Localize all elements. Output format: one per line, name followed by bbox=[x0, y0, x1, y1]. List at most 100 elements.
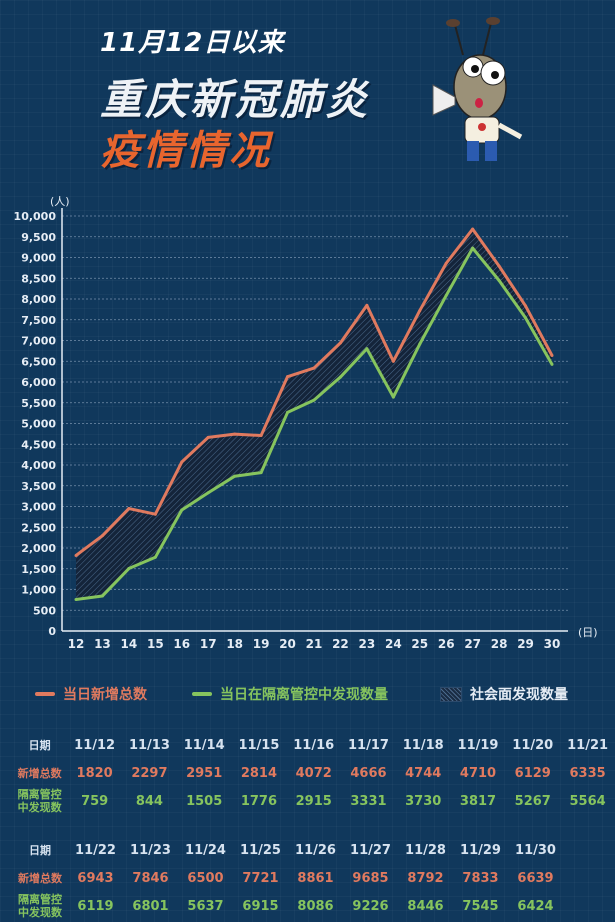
table-cell: 11/16 bbox=[293, 737, 335, 753]
table-cell: 11/20 bbox=[512, 737, 554, 753]
x-tick-label: 17 bbox=[200, 637, 217, 651]
row-isolated-label: 隔离管控 中发现数 bbox=[12, 892, 68, 920]
legend-swatch-isolated bbox=[192, 692, 212, 696]
legend-label-total: 当日新增总数 bbox=[63, 687, 147, 703]
title-main: 重庆新冠肺炎 bbox=[100, 75, 371, 124]
data-point-total bbox=[550, 353, 554, 357]
data-point-total bbox=[180, 460, 184, 464]
table-cell: 6424 bbox=[517, 898, 554, 914]
title-date: 11月12日以来 bbox=[100, 28, 285, 58]
data-point-total bbox=[312, 366, 316, 370]
table-cell: 11/26 bbox=[295, 842, 336, 858]
legend: 当日新增总数 当日在隔离管控中发现数量 社会面发现数量 bbox=[0, 684, 615, 704]
table-cell: 5564 bbox=[569, 793, 606, 809]
y-tick-label: 5,000 bbox=[21, 418, 56, 431]
legend-total: 当日新增总数 bbox=[35, 684, 147, 704]
data-point-total bbox=[444, 261, 448, 265]
data-point-isolated bbox=[286, 410, 290, 414]
row-label-part: 隔离管控 bbox=[17, 788, 62, 801]
data-point-isolated bbox=[471, 246, 475, 250]
table-cell: 3817 bbox=[459, 793, 497, 809]
y-tick-label: 2,500 bbox=[21, 521, 56, 534]
data-point-total bbox=[497, 264, 501, 268]
row-dates-label: 日期 bbox=[29, 843, 51, 857]
x-tick-label: 27 bbox=[464, 637, 481, 651]
data-table-2: 日期 11/22 11/23 11/24 11/25 11/26 11/27 11/28 11/… bbox=[12, 836, 563, 920]
table-cell: 11/25 bbox=[240, 842, 281, 858]
table-cell: 7846 bbox=[132, 870, 169, 886]
legend-community: 社会面发现数量 bbox=[440, 684, 568, 704]
y-tick-label: 8,500 bbox=[21, 272, 56, 285]
table-cell: 11/14 bbox=[183, 737, 225, 753]
legend-swatch-total bbox=[35, 692, 55, 696]
data-point-isolated bbox=[259, 471, 263, 475]
y-tick-label: 10,000 bbox=[14, 210, 57, 223]
data-point-isolated bbox=[550, 362, 554, 366]
table-cell: 11/18 bbox=[402, 737, 444, 753]
data-point-total bbox=[127, 507, 131, 511]
table-cell: 6119 bbox=[77, 898, 114, 914]
y-tick-label: 7,000 bbox=[21, 335, 56, 348]
x-tick-label: 19 bbox=[253, 637, 270, 651]
data-point-total bbox=[418, 309, 422, 313]
table-cell: 2915 bbox=[295, 793, 332, 809]
data-point-isolated bbox=[74, 598, 78, 602]
table-cell: 11/17 bbox=[348, 737, 389, 753]
table-cell: 11/28 bbox=[405, 842, 446, 858]
table-cell: 11/29 bbox=[460, 842, 501, 858]
data-point-isolated bbox=[180, 508, 184, 512]
row-dates: 日期 11/22 11/23 11/24 11/25 11/26 11/27 11/28 11/… bbox=[12, 836, 563, 864]
x-tick-label: 16 bbox=[173, 637, 190, 651]
data-point-isolated bbox=[524, 316, 528, 320]
row-label-part: 中发现数 bbox=[18, 906, 62, 919]
data-table-1: 日期 11/12 11/13 11/14 11/15 11/16 11/17 11/18 11/… bbox=[12, 731, 615, 815]
x-tick-label: 26 bbox=[438, 637, 455, 651]
row-isolated: 隔离管控 中发现数 759 844 1505 1776 2915 3331 3730 3817 52… bbox=[12, 787, 615, 815]
y-tick-label: 2,000 bbox=[21, 542, 56, 555]
data-point-isolated bbox=[338, 375, 342, 379]
table-cell: 4710 bbox=[459, 765, 497, 781]
table-cell: 9685 bbox=[352, 870, 389, 886]
table-cell: 1776 bbox=[240, 793, 278, 809]
data-point-isolated bbox=[100, 594, 104, 598]
table-cell: 11/24 bbox=[185, 842, 226, 858]
data-point-isolated bbox=[206, 491, 210, 495]
row-total: 新增总数 1820 2297 2951 2814 4072 4666 4744 4710 6129… bbox=[12, 759, 615, 787]
row-dates: 日期 11/12 11/13 11/14 11/15 11/16 11/17 11/18 11/… bbox=[12, 731, 615, 759]
data-point-isolated bbox=[127, 567, 131, 571]
table-cell: 11/22 bbox=[75, 842, 116, 858]
legend-isolated: 当日在隔离管控中发现数量 bbox=[192, 684, 388, 704]
table-cell: 844 bbox=[135, 793, 163, 809]
table-cell: 11/19 bbox=[457, 737, 499, 753]
table-cell: 11/12 bbox=[74, 737, 116, 753]
table-cell: 3331 bbox=[350, 793, 387, 809]
y-axis-label: (人) bbox=[50, 195, 70, 208]
row-dates-label: 日期 bbox=[28, 738, 51, 752]
x-tick-label: 13 bbox=[94, 637, 111, 651]
data-point-total bbox=[233, 432, 237, 436]
table-cell: 6129 bbox=[514, 765, 551, 781]
row-total: 新增总数 6943 7846 6500 7721 8861 9685 8792 7833 6639 bbox=[12, 864, 563, 892]
table-cell: 759 bbox=[81, 793, 109, 809]
x-tick-label: 20 bbox=[279, 637, 296, 651]
table-cell: 8086 bbox=[297, 898, 334, 914]
community-area bbox=[76, 229, 552, 600]
y-tick-label: 8,000 bbox=[21, 293, 56, 306]
data-point-total bbox=[338, 341, 342, 345]
data-point-isolated bbox=[497, 278, 501, 282]
y-tick-label: 4,000 bbox=[21, 459, 56, 472]
table-cell: 8446 bbox=[407, 898, 444, 914]
table-cell: 7545 bbox=[462, 898, 499, 914]
x-tick-label: 29 bbox=[517, 637, 534, 651]
x-tick-label: 28 bbox=[491, 637, 508, 651]
table-cell: 5637 bbox=[187, 898, 224, 914]
row-isolated: 隔离管控 中发现数 6119 6801 5637 6915 8086 9226 8446 7545… bbox=[12, 892, 563, 920]
x-tick-label: 18 bbox=[226, 637, 243, 651]
y-tick-label: 500 bbox=[33, 604, 56, 617]
table-cell: 6801 bbox=[132, 898, 169, 914]
x-tick-label: 23 bbox=[359, 637, 376, 651]
x-tick-label: 15 bbox=[147, 637, 164, 651]
data-point-isolated bbox=[418, 342, 422, 346]
y-tick-label: 9,000 bbox=[21, 252, 56, 265]
x-tick-label: 25 bbox=[411, 637, 428, 651]
